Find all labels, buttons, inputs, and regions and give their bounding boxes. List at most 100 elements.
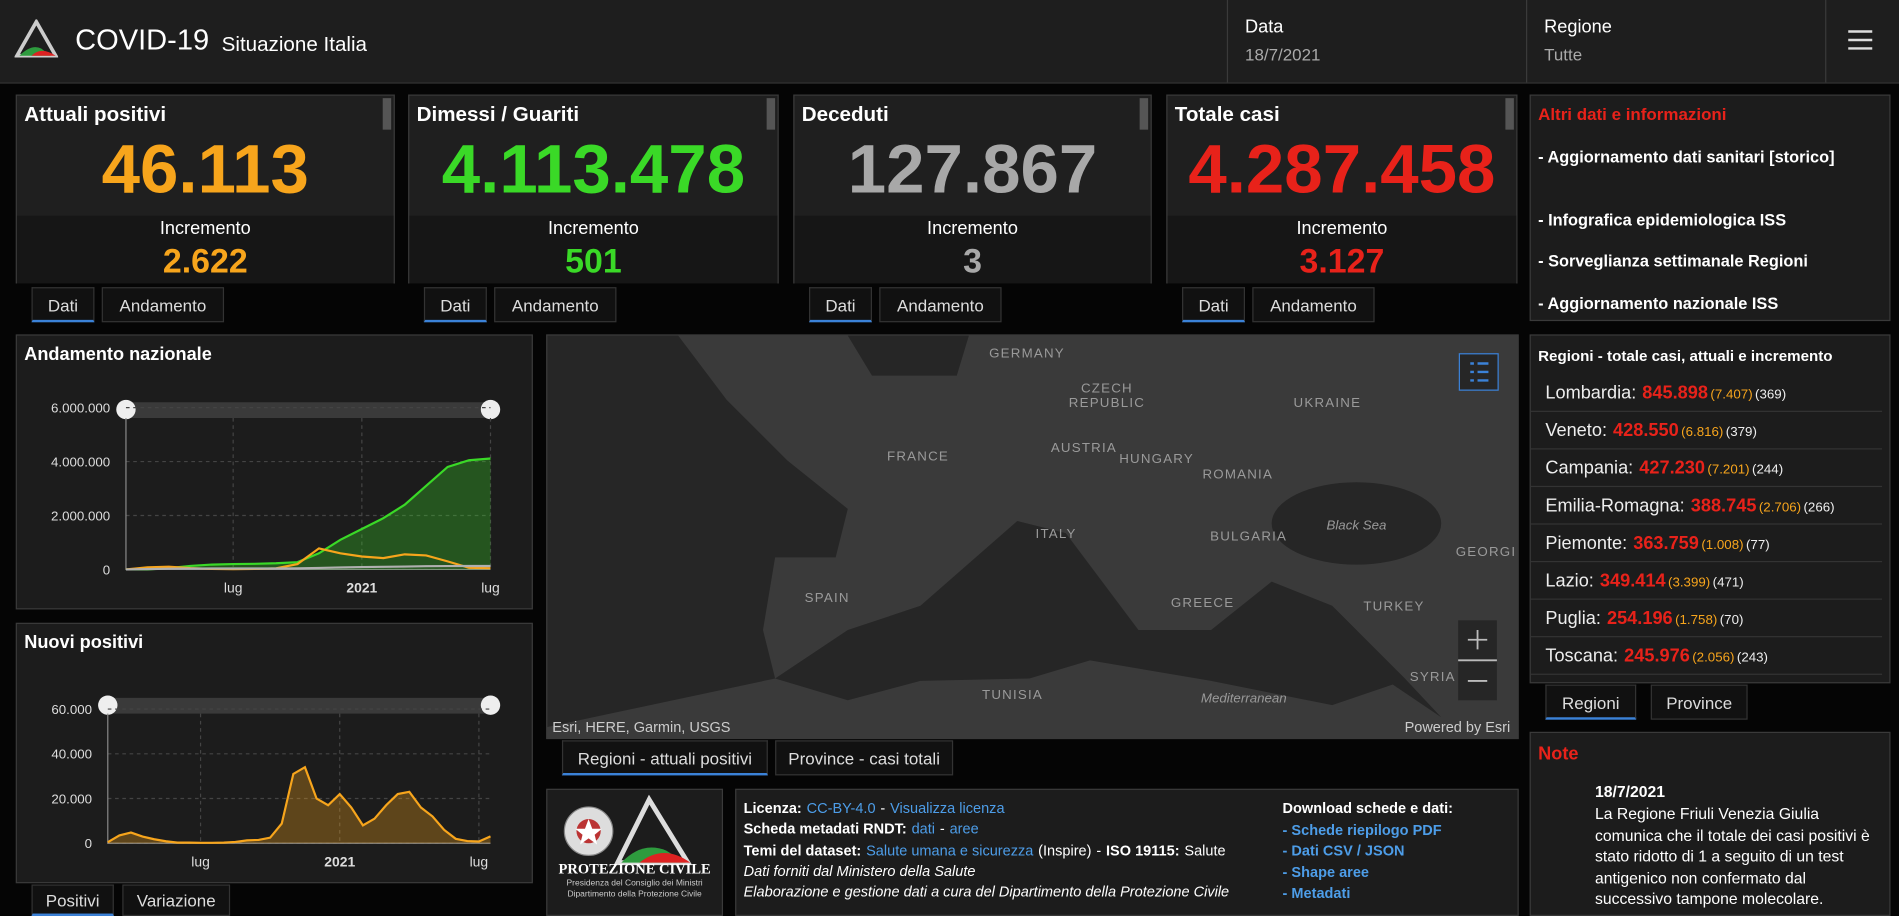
region-name: Puglia:: [1545, 608, 1601, 629]
region-name: Piemonte:: [1545, 533, 1628, 554]
date[interactable]: 18/7/2021: [1245, 44, 1321, 65]
info-title: Altri dati e informazioni: [1538, 104, 1727, 124]
tab[interactable]: Dati: [1182, 287, 1246, 323]
region-increment: (70): [1719, 613, 1744, 628]
note-panel: Note 18/7/2021 La Regione Friuli Venezia…: [1529, 731, 1891, 916]
region-row: Lombardia: 845.898 (7.407) (369): [1530, 374, 1883, 412]
tab[interactable]: Regioni - attuali positivi: [561, 740, 768, 776]
tab[interactable]: Dati: [31, 287, 95, 323]
tab[interactable]: Andamento: [494, 287, 617, 323]
slider-handle: [480, 399, 501, 420]
tab[interactable]: Andamento: [879, 287, 1002, 323]
tab[interactable]: Regioni: [1545, 684, 1637, 720]
info-link[interactable]: - Aggiornamento dati sanitari [storico]: [1538, 147, 1835, 166]
slider-handle: [116, 399, 136, 420]
info-link[interactable]: - Sorveglianza settimanale Regioni: [1538, 252, 1808, 271]
link[interactable]: dati: [911, 820, 936, 838]
info-link[interactable]: - Infografica epidemiologica ISS: [1538, 210, 1787, 229]
note-text: La Regione Friuli Venezia Giulia comunic…: [1595, 804, 1870, 908]
region-name: Lazio:: [1545, 570, 1594, 592]
info-panel: Altri dati e informazioni - Aggiornament…: [1529, 94, 1891, 322]
divider: [1525, 0, 1528, 83]
region-current: (1.008): [1701, 537, 1744, 553]
tab[interactable]: Variazione: [122, 884, 231, 916]
y-tick-label: 0: [85, 836, 92, 851]
download-link[interactable]: - Schede riepilogo PDF: [1282, 821, 1442, 839]
x-tick-label: lug: [224, 579, 243, 595]
region-name: Lombardia:: [1545, 382, 1637, 404]
link[interactable]: aree: [949, 820, 979, 838]
y-tick-label: 2.000.000: [51, 508, 110, 523]
region-total: 427.230: [1639, 457, 1705, 479]
date-label: Data: [1245, 16, 1284, 38]
menu-button[interactable]: [1848, 29, 1873, 51]
scrollbar: [766, 98, 776, 130]
zoom-icons: [1458, 630, 1497, 682]
card-value: 127.867: [847, 130, 1098, 209]
tab[interactable]: Positivi: [31, 884, 114, 916]
map-label: HUNGARY: [1119, 451, 1194, 466]
tab[interactable]: Andamento: [101, 287, 225, 323]
text: Licenza:: [743, 799, 802, 817]
text: Temi del dataset:: [743, 841, 862, 859]
card: Deceduti 127.867 Incremento 3: [793, 94, 1152, 284]
region[interactable]: Tutte: [1544, 44, 1583, 65]
subtitle: Situazione Italia: [221, 32, 368, 56]
download-link[interactable]: - Dati CSV / JSON: [1282, 842, 1405, 860]
card-value: 4.287.458: [1188, 130, 1496, 209]
tab[interactable]: Province - casi totali: [775, 740, 954, 776]
sea: [847, 335, 969, 376]
y-tick-label: 6.000.000: [51, 400, 110, 415]
region-increment: (266): [1803, 500, 1835, 515]
region-current: (2.706): [1758, 500, 1802, 515]
text: -: [1096, 841, 1102, 859]
card: Totale casi 4.287.458 Incremento 3.127: [1166, 94, 1518, 284]
x-tick-label: lug: [481, 579, 500, 595]
map-powered: Powered by Esri: [1405, 720, 1511, 736]
map-label: UKRAINE: [1294, 395, 1362, 410]
regions-panel: Regioni - totale casi, attuali e increme…: [1529, 334, 1891, 684]
download-link[interactable]: - Shape aree: [1282, 863, 1369, 881]
range-slider: [107, 697, 491, 714]
increment: 3.127: [1299, 242, 1385, 280]
tab[interactable]: Province: [1650, 684, 1748, 720]
map-label: REPUBLIC: [1069, 395, 1145, 410]
region-increment: (369): [1755, 387, 1787, 403]
y-tick-label: 0: [103, 562, 110, 577]
downloads-title: Download schede e dati:: [1282, 799, 1453, 817]
region-increment: (244): [1752, 462, 1784, 478]
agency: PROTEZIONE CIVILE: [558, 860, 711, 878]
text: Scheda metadati RNDT:: [743, 820, 907, 838]
download-link[interactable]: - Metadati: [1282, 884, 1351, 902]
tab[interactable]: Dati: [809, 287, 872, 323]
region-increment: (379): [1725, 425, 1757, 440]
sea: [775, 520, 1442, 718]
region-increment: (243): [1736, 650, 1768, 666]
scrollbar: [382, 98, 392, 130]
card-lower: [16, 215, 394, 284]
divider: [1226, 0, 1229, 83]
text: Dati forniti dal Ministero della Salute: [743, 862, 976, 880]
note-date: 18/7/2021: [1595, 782, 1666, 801]
card-lower: [409, 215, 778, 284]
increment: 3: [963, 242, 982, 280]
region-row: Campania: 427.230 (7.201) (244): [1530, 450, 1883, 488]
card-title: Deceduti: [801, 102, 889, 127]
region-name: Emilia-Romagna:: [1545, 495, 1685, 517]
license-box: Download schede e dati: Licenza: CC-BY-4.…: [735, 788, 1519, 916]
region-total: 845.898: [1642, 382, 1708, 404]
map-label: CZECH: [1081, 381, 1133, 396]
tab[interactable]: Dati: [423, 287, 487, 323]
link[interactable]: Salute umana e sicurezza: [866, 841, 1034, 859]
link[interactable]: CC-BY-4.0: [806, 799, 876, 817]
legend-icon: [1470, 362, 1489, 382]
x-tick-label: 2021: [346, 579, 377, 595]
tab[interactable]: Andamento: [1252, 287, 1375, 323]
license-line: Licenza: CC-BY-4.0- Visualizza licenza: [744, 800, 1010, 817]
divider: [1825, 0, 1827, 83]
text: -: [939, 820, 945, 838]
link[interactable]: Visualizza licenza: [890, 799, 1005, 817]
info-link[interactable]: - Aggiornamento nazionale ISS: [1538, 294, 1779, 313]
